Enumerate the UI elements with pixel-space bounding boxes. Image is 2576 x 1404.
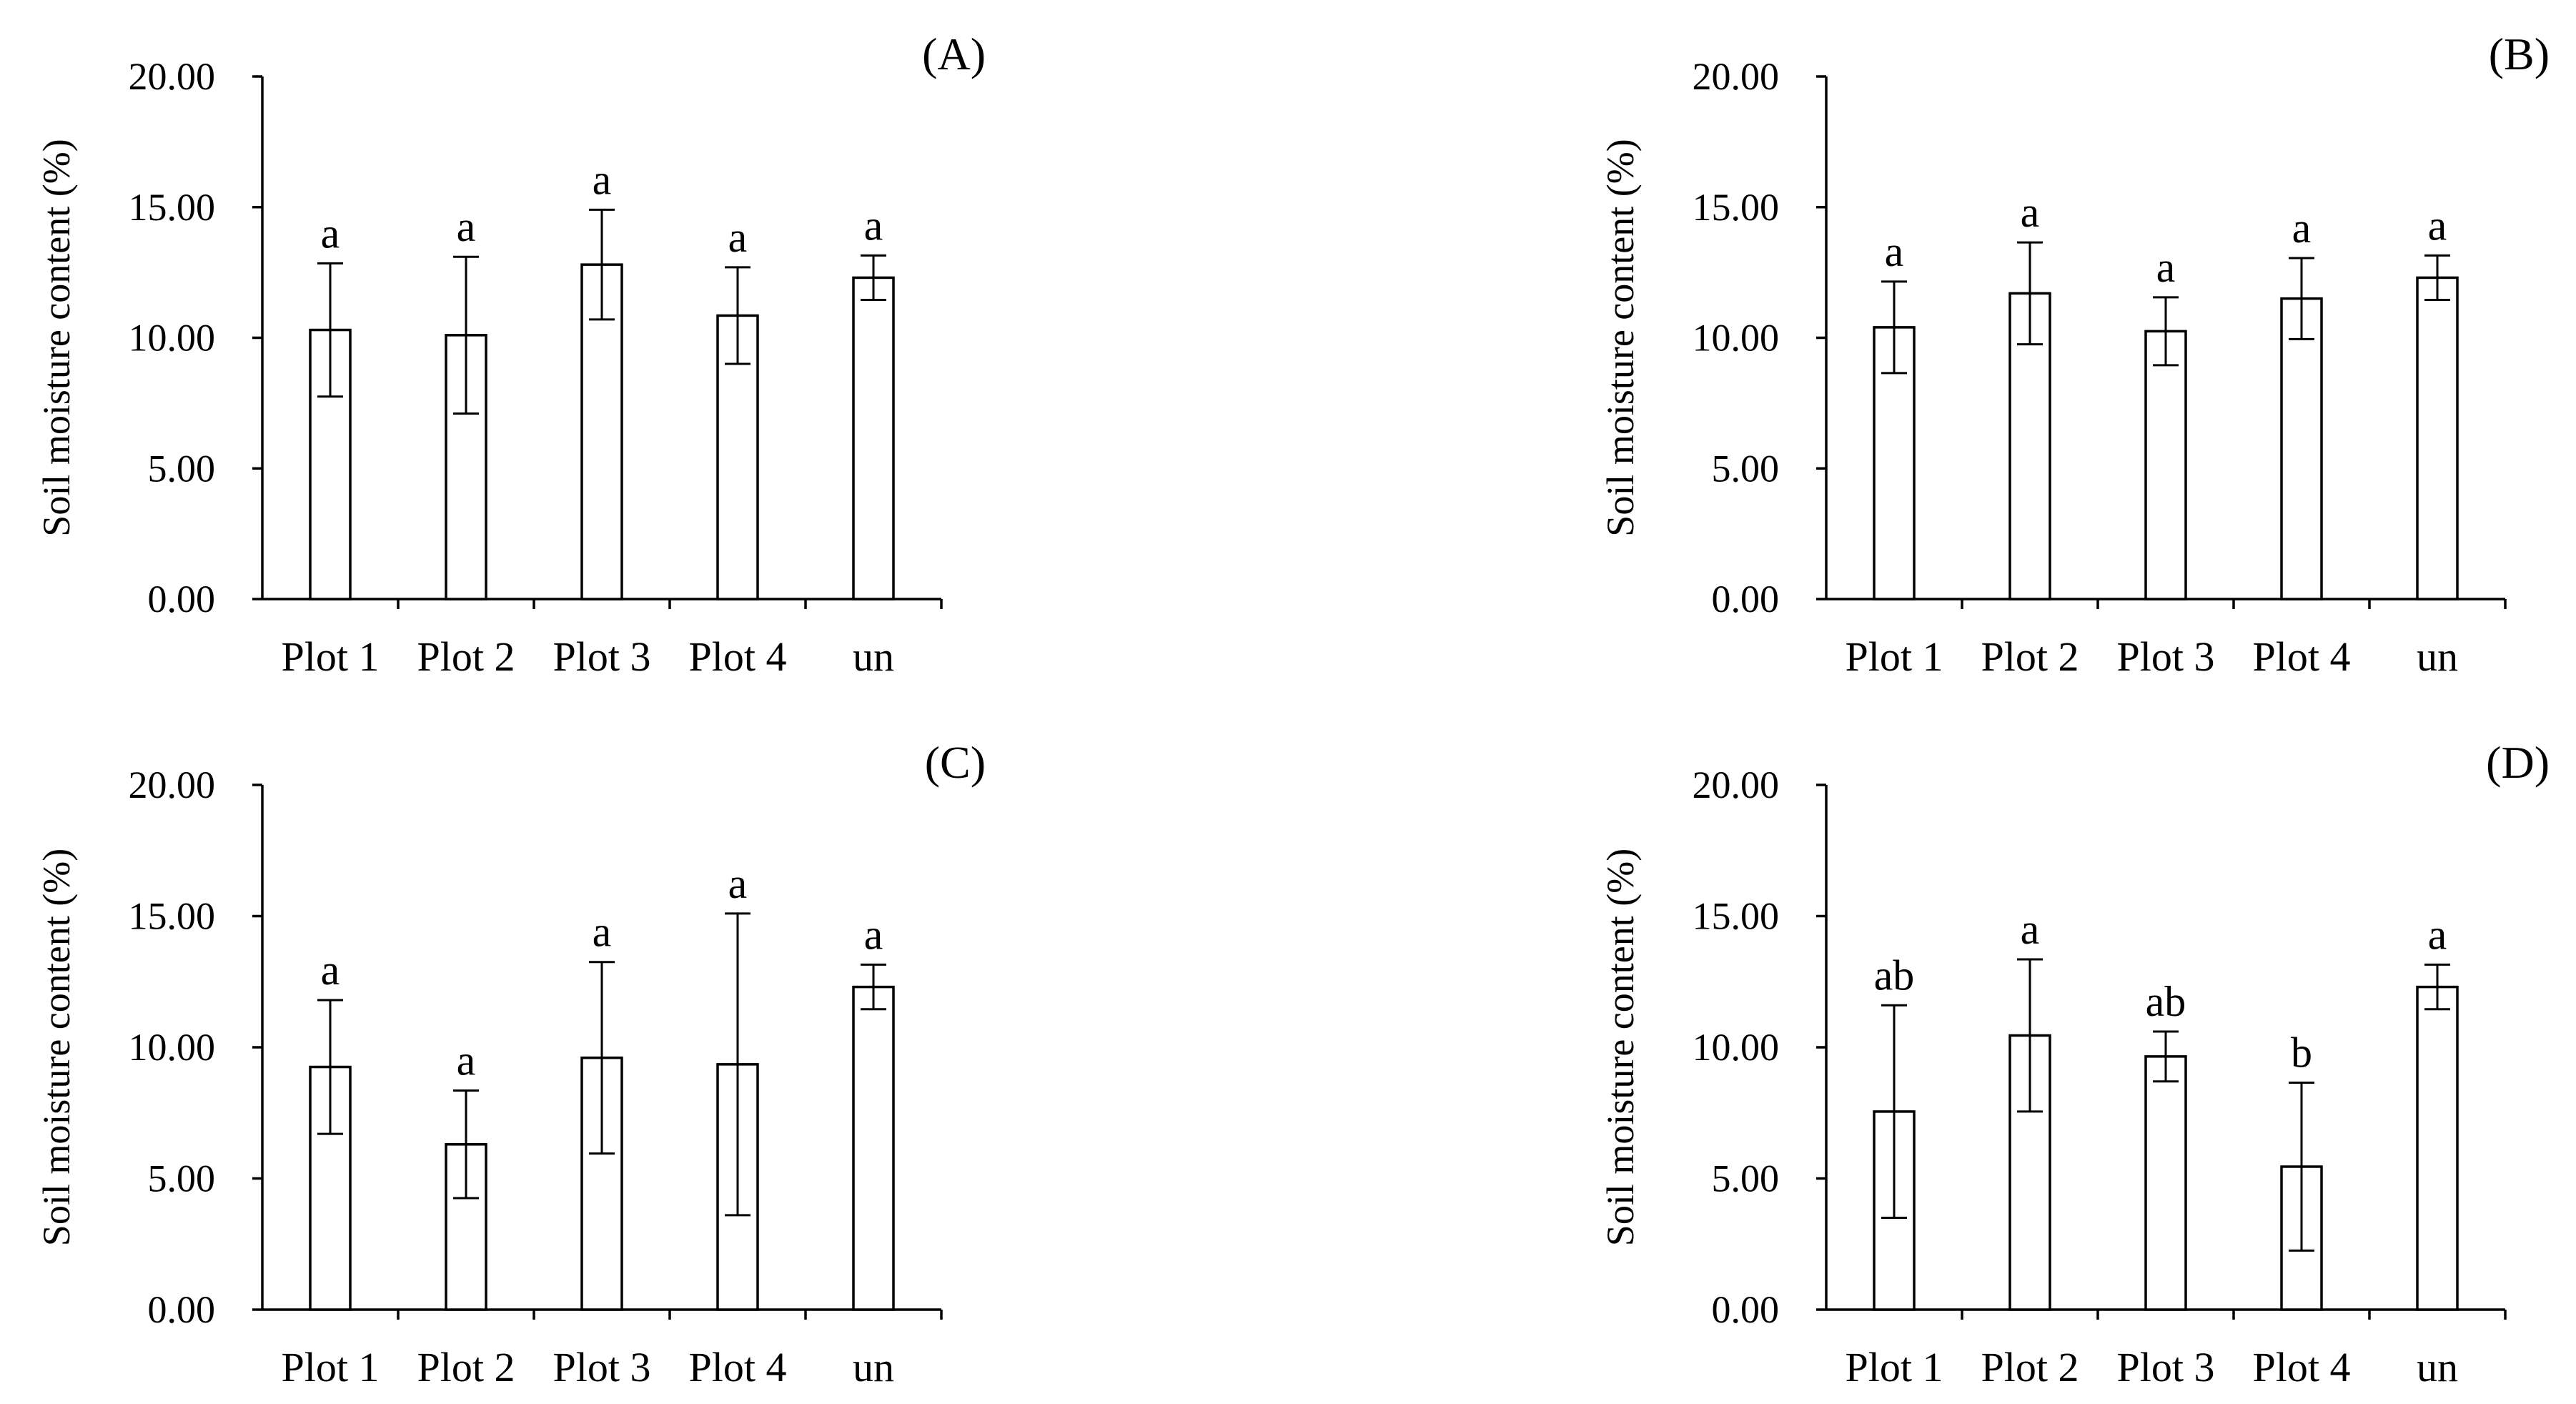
y-tick-label: 15.00 xyxy=(1693,186,1780,229)
significance-letter: a xyxy=(2021,189,2040,236)
significance-letter: a xyxy=(593,909,612,956)
significance-letter: ab xyxy=(1874,951,1915,999)
y-tick-label: 20.00 xyxy=(129,763,216,806)
category-label: Plot 3 xyxy=(553,633,651,680)
bar xyxy=(580,1056,623,1311)
category-label: Plot 1 xyxy=(282,1344,380,1390)
significance-letter: ab xyxy=(2146,978,2186,1025)
panel-label: (A) xyxy=(922,29,986,79)
y-tick-label: 20.00 xyxy=(129,55,216,98)
significance-letter: a xyxy=(2021,906,2040,953)
y-axis-label: Soil moisture content (%) xyxy=(35,139,78,536)
bar xyxy=(2416,276,2459,600)
category-label: Plot 4 xyxy=(689,633,787,680)
y-tick-label: 10.00 xyxy=(1693,317,1780,360)
significance-letter: a xyxy=(2428,202,2447,249)
significance-letter: a xyxy=(593,156,612,203)
significance-letter: a xyxy=(1885,228,1904,275)
panel-label: (C) xyxy=(925,737,986,788)
category-label: un xyxy=(2417,1344,2458,1390)
significance-letter: a xyxy=(457,1037,476,1084)
bar xyxy=(2280,297,2323,600)
y-tick-label: 5.00 xyxy=(1712,1157,1780,1200)
significance-letter: a xyxy=(728,214,748,261)
significance-letter: a xyxy=(864,202,883,249)
panel-label: (D) xyxy=(2486,737,2550,788)
bar xyxy=(2416,985,2459,1311)
category-label: Plot 3 xyxy=(2117,633,2215,680)
y-tick-label: 15.00 xyxy=(129,895,216,938)
category-label: Plot 4 xyxy=(689,1344,787,1390)
significance-letter: a xyxy=(321,946,340,994)
significance-letter: a xyxy=(2428,911,2447,958)
y-axis-label: Soil moisture content (%) xyxy=(1599,849,1642,1246)
y-tick-label: 10.00 xyxy=(129,317,216,360)
significance-letter: b xyxy=(2291,1029,2312,1077)
bar xyxy=(852,985,895,1311)
significance-letter: a xyxy=(457,203,476,250)
significance-letter: a xyxy=(321,209,340,257)
y-tick-label: 0.00 xyxy=(148,578,216,621)
category-label: un xyxy=(853,633,894,680)
category-label: Plot 1 xyxy=(1846,1344,1943,1390)
category-label: Plot 2 xyxy=(1981,1344,2079,1390)
y-tick-label: 15.00 xyxy=(129,186,216,229)
category-label: Plot 2 xyxy=(417,1344,515,1390)
y-tick-label: 10.00 xyxy=(129,1026,216,1069)
y-tick-label: 20.00 xyxy=(1693,763,1780,806)
bar xyxy=(852,276,895,600)
y-axis-label: Soil moisture content (%) xyxy=(35,849,78,1246)
category-label: Plot 1 xyxy=(282,633,380,680)
y-tick-label: 20.00 xyxy=(1693,55,1780,98)
category-label: Plot 1 xyxy=(1846,633,1943,680)
bar xyxy=(2144,1055,2187,1311)
category-label: Plot 2 xyxy=(1981,633,2079,680)
bar xyxy=(2144,330,2187,600)
category-label: Plot 4 xyxy=(2253,1344,2351,1390)
chart-panel-2: 0.00 5.00 10.00 15.00 20.00 Soil moisture con… xyxy=(1599,29,2550,680)
y-tick-label: 0.00 xyxy=(1712,578,1780,621)
category-label: Plot 3 xyxy=(553,1344,651,1390)
y-tick-label: 0.00 xyxy=(1712,1288,1780,1331)
y-tick-label: 5.00 xyxy=(148,1157,216,1200)
y-tick-label: 10.00 xyxy=(1693,1026,1780,1069)
panel-label: (B) xyxy=(2489,29,2550,79)
category-label: un xyxy=(2417,633,2458,680)
y-axis-label: Soil moisture content (%) xyxy=(1599,139,1642,536)
y-tick-label: 5.00 xyxy=(1712,447,1780,490)
significance-letter: a xyxy=(728,860,748,907)
significance-letter: a xyxy=(2156,244,2176,291)
category-label: Plot 2 xyxy=(417,633,515,680)
chart-panel-4: 0.00 5.00 10.00 15.00 20.00 Soil moisture con… xyxy=(1599,737,2550,1390)
y-tick-label: 5.00 xyxy=(148,447,216,490)
chart-panel-3: 0.00 5.00 10.00 15.00 20.00 Soil moisture con… xyxy=(35,737,986,1390)
significance-letter: a xyxy=(864,911,883,958)
chart-panel-1: 0.00 5.00 10.00 15.00 20.00 Soil moisture con… xyxy=(35,29,986,680)
significance-letter: a xyxy=(2292,204,2312,252)
category-label: un xyxy=(853,1344,894,1390)
y-tick-label: 0.00 xyxy=(148,1288,216,1331)
category-label: Plot 4 xyxy=(2253,633,2351,680)
y-tick-label: 15.00 xyxy=(1693,895,1780,938)
category-label: Plot 3 xyxy=(2117,1344,2215,1390)
